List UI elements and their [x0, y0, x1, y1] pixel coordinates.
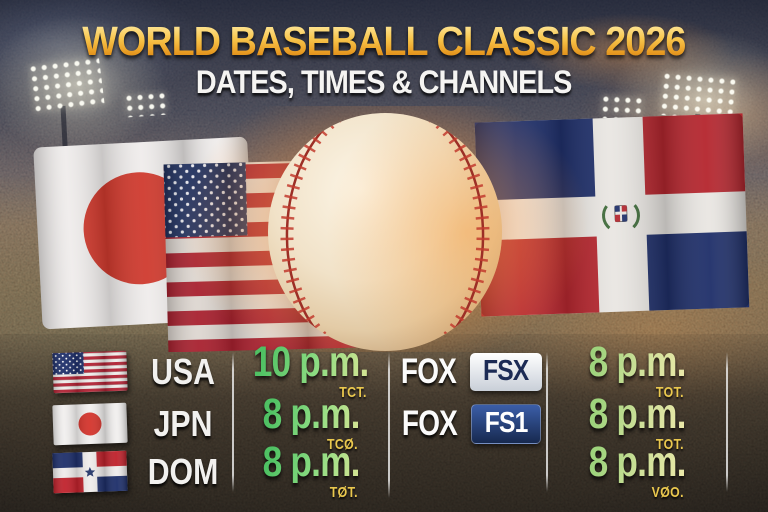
timezone-tag: TOT. [655, 383, 684, 401]
fs1-badge: FS1 [470, 404, 542, 444]
timezone-tag: VØO. [651, 483, 684, 501]
page-title: WORLD BASEBALL CLASSIC 2026 [82, 18, 686, 64]
channel-logo: FOX FSX [394, 352, 542, 392]
table-row: USA 10 p.m. TCT. FOX FSX 8 p.m. TOT. [40, 338, 740, 401]
column-divider [388, 352, 390, 498]
alt-time: 8 p.m. [588, 438, 687, 487]
fox-logo: FOX [401, 352, 457, 391]
country-code: DOM [147, 451, 219, 492]
table-backdrop [0, 334, 768, 512]
page-subtitle: DATES, TIMES & CHANNELS [196, 64, 572, 101]
channel-cell-empty [392, 446, 544, 498]
column-divider [546, 352, 548, 492]
hero-art [33, 106, 750, 352]
header: WORLD BASEBALL CLASSIC 2026 DATES, TIMES… [0, 18, 768, 101]
baseball-seams [280, 113, 490, 351]
baseball [268, 113, 502, 351]
dominican-republic-flag-icon [48, 446, 132, 498]
schedule-table: USA 10 p.m. TCT. FOX FSX 8 p.m. TOT. [40, 338, 740, 502]
timezone-tag: TØT. [329, 483, 358, 501]
fox-logo: FOX [401, 404, 458, 443]
channel-logo: FOX FS1 [395, 404, 542, 444]
table-row: JPN 8 p.m. TCØ. FOX FS1 8 p.m. TOT. [40, 390, 740, 453]
country-code: USA [151, 351, 215, 392]
table-row: DOM 8 p.m. TØT. 8 p.m. VØO. [40, 438, 740, 501]
column-divider [726, 352, 728, 492]
japan-flag-icon [48, 398, 132, 450]
usa-flag-icon [48, 346, 132, 398]
alt-time: 8 p.m. [588, 338, 687, 387]
alt-time: 8 p.m. [588, 390, 687, 439]
country-code: JPN [153, 403, 213, 444]
local-time: 10 p.m. [253, 338, 370, 387]
local-time: 8 p.m. [262, 438, 361, 487]
column-divider [232, 352, 234, 492]
local-time: 8 p.m. [262, 390, 361, 439]
timezone-tag: TCT. [339, 383, 368, 401]
timezone-tag: TOT. [656, 436, 684, 453]
timezone-tag: TCØ. [327, 436, 358, 453]
fsx-badge: FSX [470, 353, 542, 391]
